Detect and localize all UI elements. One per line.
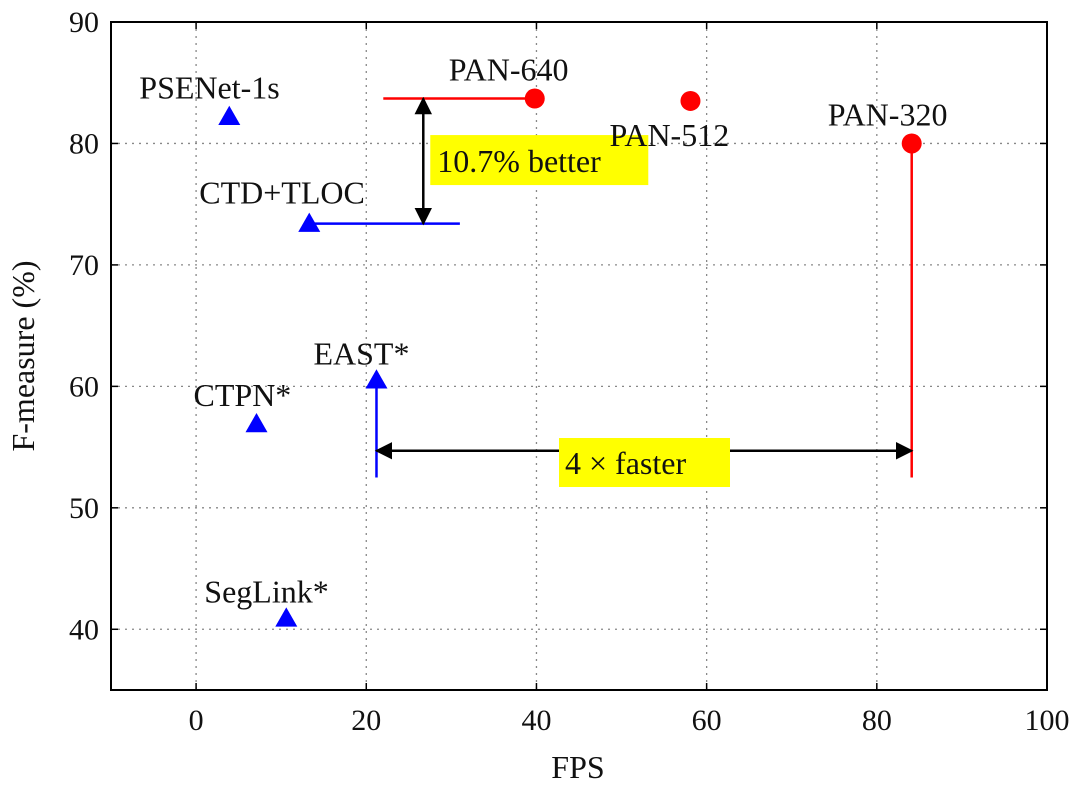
x-tick-label: 100	[1025, 704, 1070, 737]
faster-text: 4 × faster	[565, 445, 686, 481]
point-label: PAN-320	[828, 96, 948, 132]
point-label: PAN-512	[609, 117, 729, 153]
plot-frame	[110, 21, 1048, 691]
triangle-marker	[298, 212, 321, 232]
point-label: EAST*	[313, 335, 409, 371]
point-label: CTPN*	[194, 377, 292, 413]
faster-box	[559, 438, 730, 487]
triangle-marker	[275, 607, 298, 627]
point-label: PAN-640	[449, 52, 569, 88]
y-tick-label: 90	[69, 6, 99, 39]
x-tick-label: 80	[862, 704, 892, 737]
circle-marker	[680, 90, 701, 111]
x-tick-label: 40	[521, 704, 551, 737]
point-label: PSENet-1s	[139, 70, 279, 106]
point-labels: PSENet-1s CTD+TLOC EAST* CTPN* SegLink* PAN-6…	[139, 52, 947, 610]
annotations: 10.7% better 4 × faster	[374, 96, 914, 487]
better-text: 10.7% better	[437, 143, 601, 179]
y-tick-label: 50	[69, 492, 99, 525]
point-label: CTD+TLOC	[199, 175, 365, 211]
y-tick-label: 80	[69, 127, 99, 160]
y-axis-label: F-measure (%)	[5, 260, 41, 451]
x-tick-label: 0	[189, 704, 204, 737]
circle-marker	[901, 133, 922, 154]
triangle-marker	[245, 413, 268, 433]
x-tick-label: 60	[692, 704, 722, 737]
better-box	[430, 135, 649, 186]
point-label: SegLink*	[204, 573, 328, 609]
axes: 0 20 40 60 80 100 40 50 60 70 80 90	[69, 6, 1070, 737]
y-tick-label: 40	[69, 613, 99, 646]
data-points	[218, 88, 922, 627]
triangle-marker	[365, 369, 388, 389]
triangle-marker	[218, 105, 241, 125]
y-tick-label: 60	[69, 370, 99, 403]
grid	[111, 22, 1047, 690]
circle-marker	[524, 88, 545, 109]
y-tick-label: 70	[69, 249, 99, 282]
guide-lines	[309, 97, 913, 478]
x-tick-label: 20	[351, 704, 381, 737]
x-axis-label: FPS	[551, 749, 604, 785]
